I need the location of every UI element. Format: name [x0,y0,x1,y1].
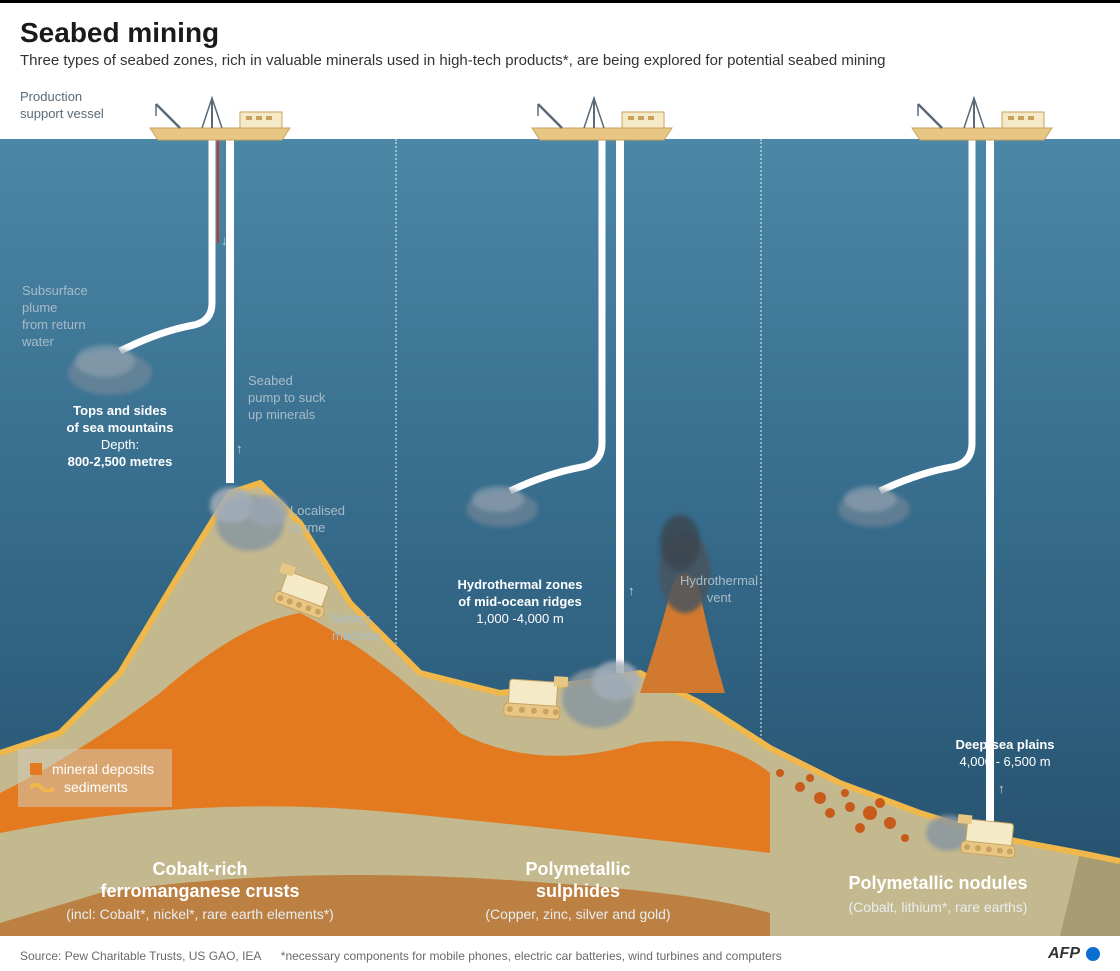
zone-divider-1 [395,139,397,936]
ship-2 [532,98,672,140]
footer: Source: Pew Charitable Trusts, US GAO, I… [20,945,1100,963]
legend-sediments-label: sediments [64,779,128,795]
zone3-depth-value: 4,000 - 6,500 m [920,754,1090,771]
arrow-up-icon-2: ↑ [628,583,635,598]
label-localised-plume: Localised plume [290,503,345,537]
header: Seabed mining Three types of seabed zone… [0,3,1120,79]
zone2-title: Polymetallic sulphides (Copper, zinc, si… [408,859,748,922]
label-seabed-pump: Seabed pump to suck up minerals [248,373,325,424]
mineral-swatch-icon [30,763,42,775]
vessel-label: Production support vessel [20,89,104,123]
footer-note: *necessary components for mobile phones,… [281,949,782,963]
label-hydrothermal-vent: Hydrothermal vent [680,573,758,607]
footer-source: Source: Pew Charitable Trusts, US GAO, I… [20,949,261,963]
zone3-feature-title: Deep-sea plains [920,737,1090,754]
legend-mineral-label: mineral deposits [52,761,154,777]
zone1-title: Cobalt-rich ferromanganese crusts (incl:… [30,859,370,922]
footer-text: Source: Pew Charitable Trusts, US GAO, I… [20,949,782,963]
zone1-depth-value: 800-2,500 metres [30,454,210,471]
label-mining-machine: Mining machine [332,611,381,645]
afp-label: AFP [1048,945,1080,963]
page-title: Seabed mining [20,17,1100,49]
arrow-up-icon: ↑ [236,441,243,456]
zone1-feature-title: Tops and sides of sea mountains [30,403,210,437]
arrow-up-icon-3: ↑ [998,781,1005,796]
zone1-feature: Tops and sides of sea mountains Depth: 8… [30,403,210,471]
ship-1 [150,98,290,140]
infographic-root: Seabed mining Three types of seabed zone… [0,0,1120,971]
zone3-name: Polymetallic nodules [768,873,1108,895]
zone2-name: Polymetallic sulphides [408,859,748,902]
label-subsurface-plume: Subsurface plume from return water [22,283,88,351]
zone2-feature-title: Hydrothermal zones of mid-ocean ridges [420,577,620,611]
zone2-details: (Copper, zinc, silver and gold) [408,906,748,922]
zone1-name: Cobalt-rich ferromanganese crusts [30,859,370,902]
ship-3 [912,98,1052,140]
sediment-swatch-icon [30,782,54,792]
arrow-down-icon: ↓ [221,233,228,248]
zone1-details: (incl: Cobalt*, nickel*, rare earth elem… [30,906,370,922]
legend-item-sediments: sediments [30,779,154,795]
ocean-background [0,139,1120,936]
zone2-depth-value: 1,000 -4,000 m [420,611,620,628]
zone2-feature: Hydrothermal zones of mid-ocean ridges 1… [420,577,620,628]
diagram-canvas: Production support vessel [0,93,1120,936]
legend: mineral deposits sediments [18,749,172,807]
zone-divider-2 [760,139,762,936]
zone3-title: Polymetallic nodules (Cobalt, lithium*, … [768,873,1108,915]
afp-dot-icon [1086,947,1100,961]
zone3-feature: Deep-sea plains 4,000 - 6,500 m [920,737,1090,771]
legend-item-mineral: mineral deposits [30,761,154,777]
zone3-details: (Cobalt, lithium*, rare earths) [768,899,1108,915]
page-subtitle: Three types of seabed zones, rich in val… [20,51,1100,71]
afp-brand: AFP [1048,945,1100,963]
zone1-depth-label: Depth: [30,437,210,454]
